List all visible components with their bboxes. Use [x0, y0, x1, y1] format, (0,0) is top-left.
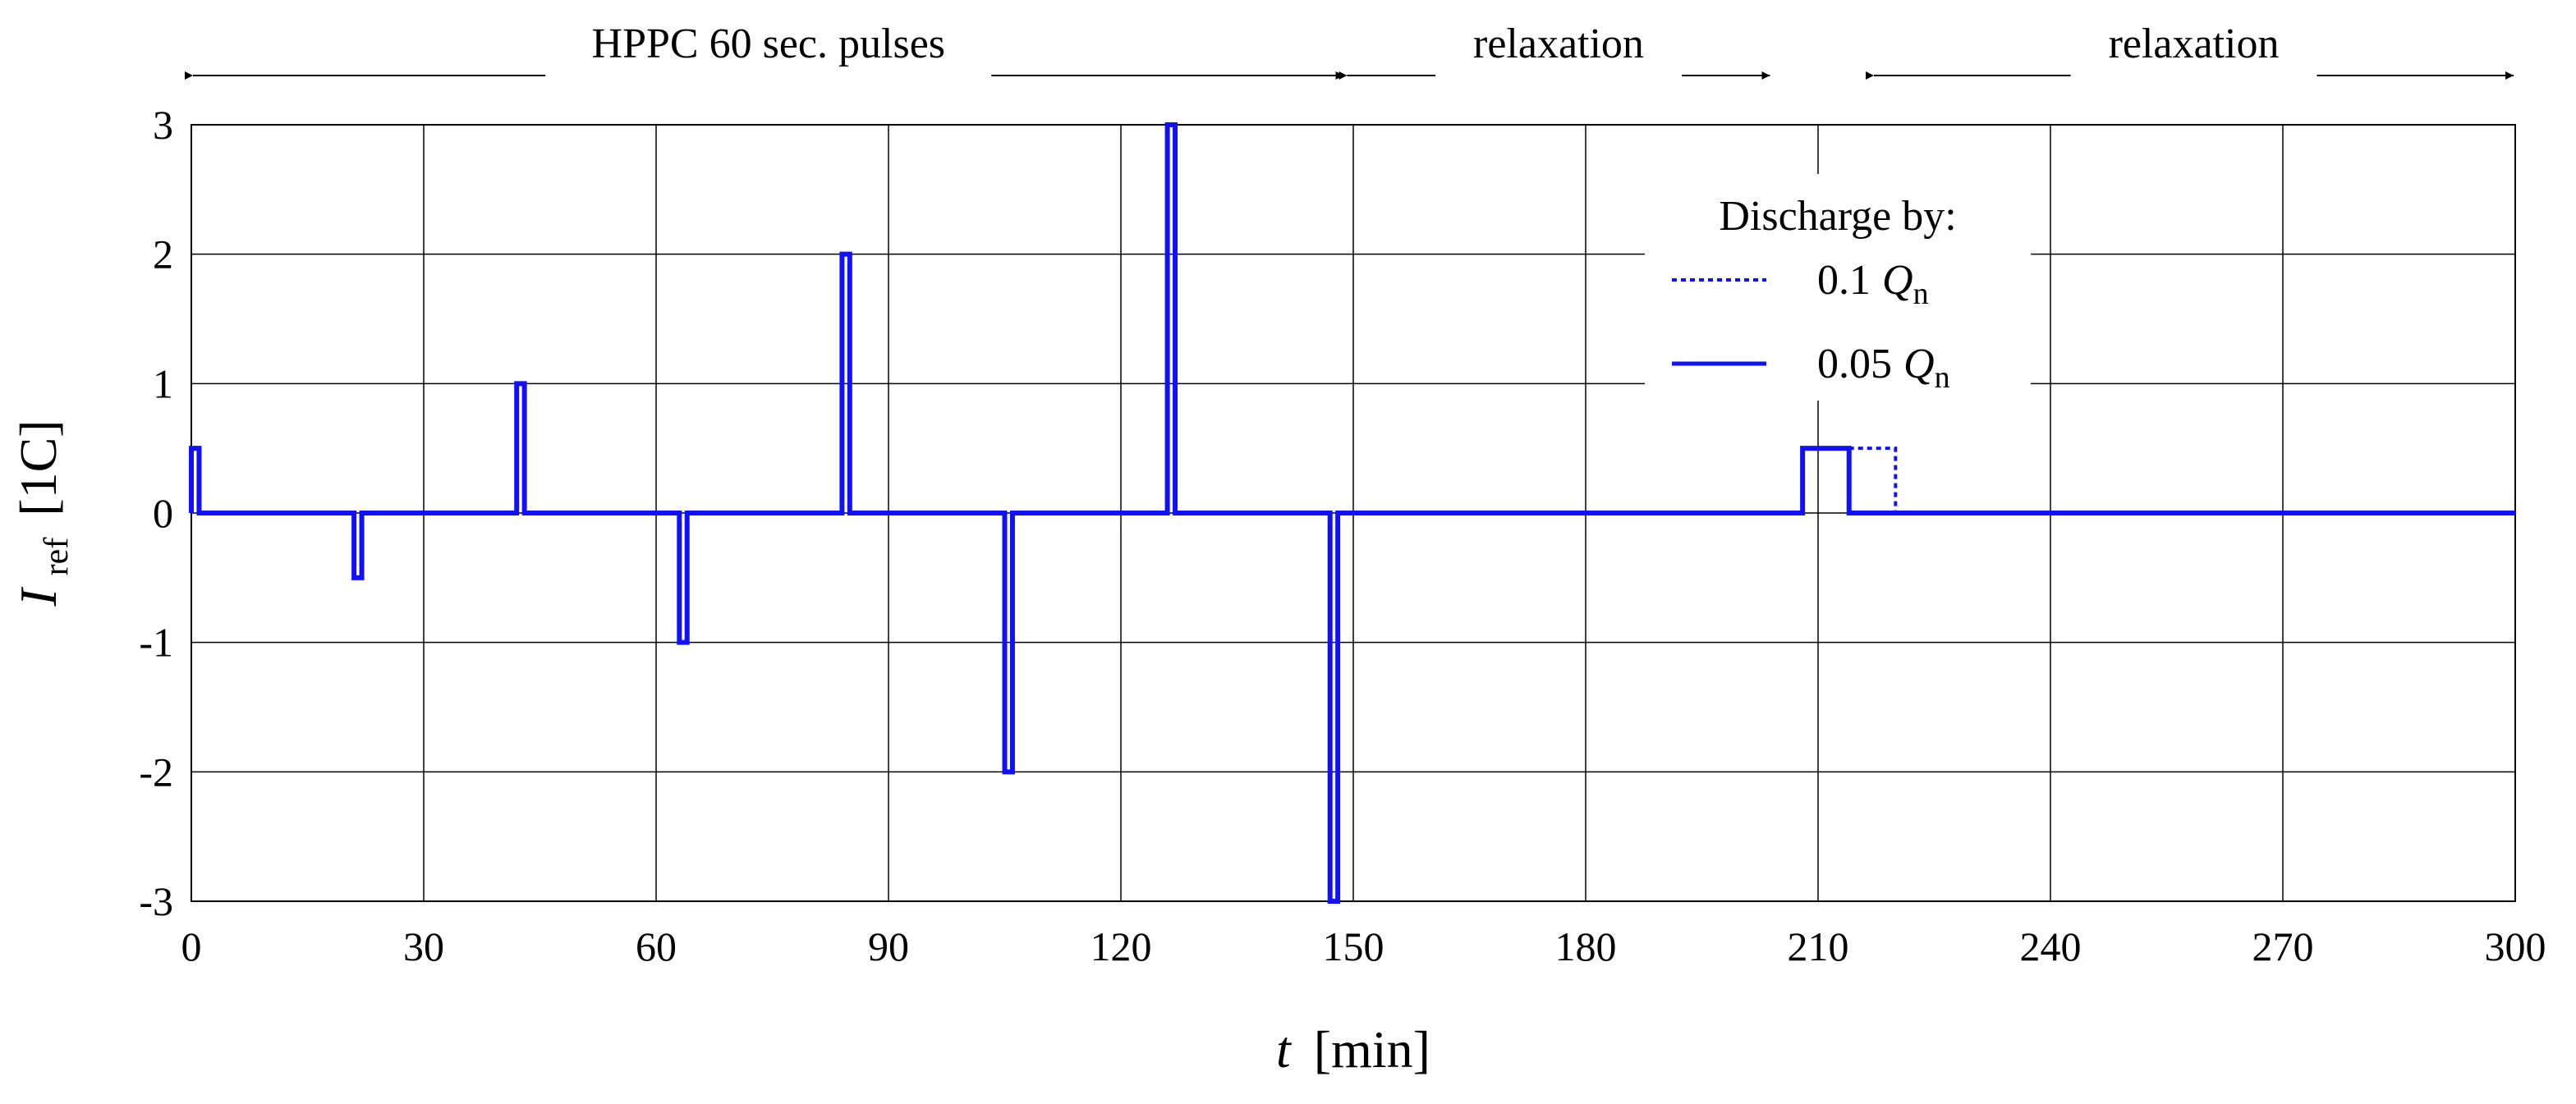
x-axis-label: t [min] — [1276, 1020, 1430, 1079]
annotation-span: relaxation — [1866, 21, 2514, 90]
y-tick-label: 2 — [153, 231, 173, 277]
annotation-backdrop — [1435, 25, 1682, 90]
y-tick-label: 3 — [153, 102, 173, 148]
annotation-backdrop — [2070, 25, 2317, 90]
x-tick-label: 180 — [1555, 923, 1617, 969]
y-axis-variable: I — [9, 587, 67, 607]
legend-entry-subscript: n — [1913, 277, 1929, 311]
x-tick-label: 30 — [403, 923, 444, 969]
y-axis-unit: [1C] — [9, 419, 67, 515]
annotation-span: HPPC 60 sec. pulses — [185, 21, 1344, 90]
legend-entry-label: 0.05 Qn — [1817, 341, 1950, 395]
x-axis-unit: [min] — [1314, 1020, 1430, 1079]
x-tick-label: 60 — [636, 923, 677, 969]
series-dotted-line — [1848, 447, 1898, 513]
y-tick-label: -1 — [139, 620, 173, 666]
annotations: HPPC 60 sec. pulses relaxation relaxation — [185, 21, 2514, 90]
legend: Discharge by:0.1 Qn0.05 Qn — [1645, 174, 2031, 401]
legend-entry-variable: Q — [1903, 341, 1935, 387]
y-tick-label: 1 — [153, 360, 173, 406]
x-tick-label: 210 — [1788, 923, 1849, 969]
y-tick-label: 0 — [153, 490, 173, 536]
x-tick-label: 120 — [1091, 923, 1152, 969]
series — [189, 122, 2515, 904]
legend-entry-variable: Q — [1882, 257, 1913, 304]
x-tick-label: 270 — [2252, 923, 2314, 969]
legend-entry-subscript: n — [1935, 360, 1950, 395]
annotation-label: relaxation — [1473, 21, 1644, 67]
x-tick-label: 90 — [868, 923, 909, 969]
annotation-label: HPPC 60 sec. pulses — [592, 21, 945, 67]
annotation-label: relaxation — [2109, 21, 2280, 67]
legend-entry-prefix: 0.1 — [1817, 257, 1871, 304]
y-tick-label: -2 — [139, 749, 173, 795]
legend-entry-label: 0.1 Qn — [1817, 257, 1929, 311]
y-tick-label: -3 — [139, 878, 173, 924]
x-tick-label: 240 — [2020, 923, 2082, 969]
x-tick-label: 150 — [1323, 923, 1384, 969]
x-tick-label: 0 — [181, 923, 202, 969]
legend-title: Discharge by: — [1719, 193, 1956, 240]
y-axis-label: I ref [1C] — [9, 419, 79, 607]
legend-entry-prefix: 0.05 — [1817, 341, 1892, 387]
annotation-span: relaxation — [1339, 21, 1770, 90]
x-tick-label: 300 — [2485, 923, 2546, 969]
x-axis-variable: t — [1276, 1020, 1293, 1079]
series-solid-line — [189, 122, 2515, 904]
annotation-backdrop — [545, 25, 992, 90]
y-axis-subscript: ref — [38, 538, 76, 576]
